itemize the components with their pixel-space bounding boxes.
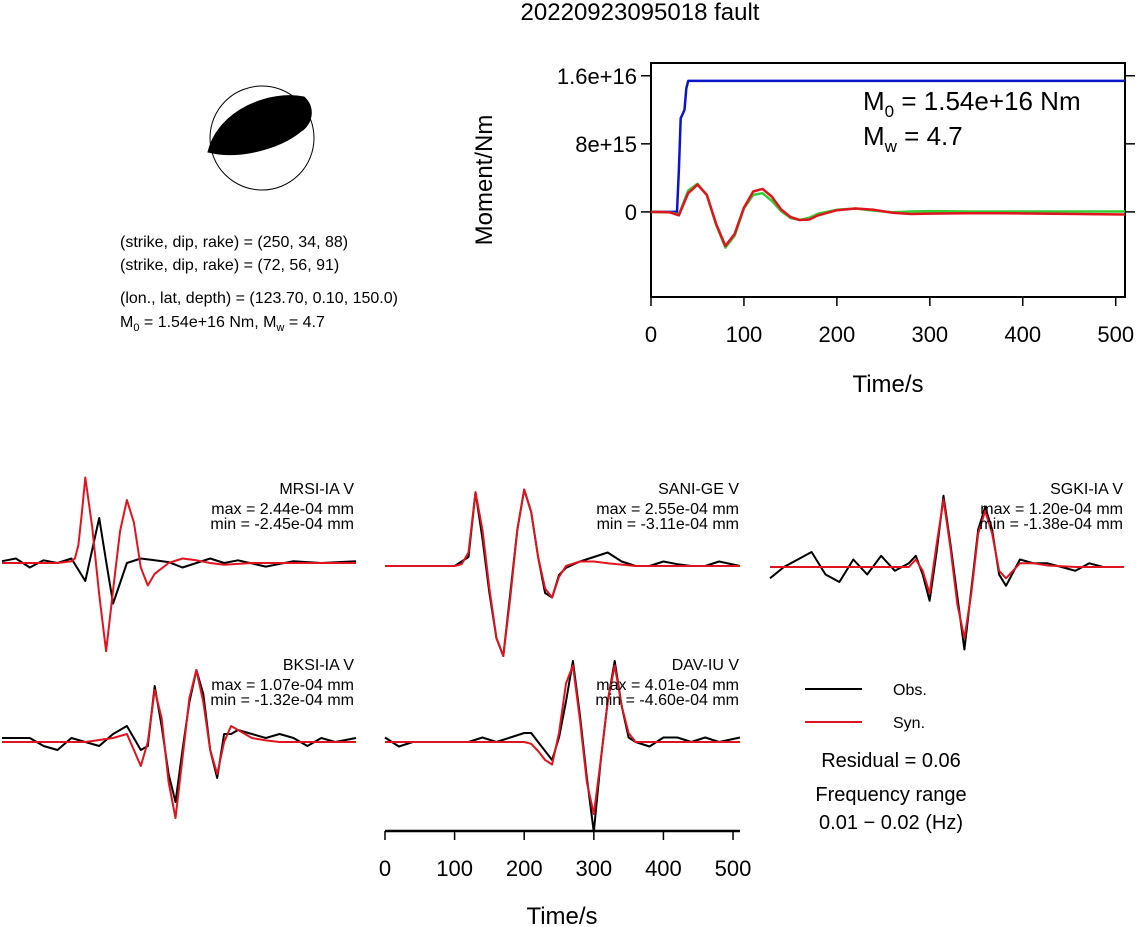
beachball [207, 85, 315, 191]
waveform-x-axis: 0 100 200 300 400 500 [379, 829, 752, 881]
waveform-xtick-label: 100 [436, 856, 473, 881]
station-name: BKSI-IA V [283, 657, 354, 674]
moment-xtick-label: 300 [911, 322, 948, 347]
moment-xlabel: Time/s [852, 371, 923, 398]
station-max: max = 1.20e-04 mm [980, 501, 1123, 518]
moment-x-axis: 0 100 200 300 400 500 [645, 297, 1134, 347]
moment-ylabel: Moment/Nm [471, 115, 498, 246]
nodal-plane-1: (strike, dip, rake) = (250, 34, 88) [120, 234, 348, 251]
station-max: max = 4.01e-04 mm [596, 677, 739, 694]
moment-series-red [650, 183, 1126, 248]
figure-title: 20220923095018 fault [521, 0, 760, 26]
legend-obs-label: Obs. [893, 682, 927, 699]
magnitude-line: M0 = 1.54e+16 Nm, Mw = 4.7 [120, 314, 325, 334]
frequency-range-label: Frequency range [815, 784, 966, 806]
station-max: max = 2.55e-04 mm [596, 501, 739, 518]
moment-ytick-label: 0 [625, 200, 637, 225]
synthetic-trace [770, 498, 1124, 640]
station-min: min = -3.11e-04 mm [597, 516, 739, 533]
waveform-xtick-label: 500 [715, 856, 752, 881]
waveform-xtick-label: 300 [575, 856, 612, 881]
station-max: max = 1.07e-04 mm [211, 677, 354, 694]
station-name: DAV-IU V [672, 657, 740, 674]
station-name: MRSI-IA V [279, 481, 354, 498]
waveform-xtick-label: 400 [645, 856, 682, 881]
station-max: max = 2.44e-04 mm [211, 501, 354, 518]
station-name: SGKI-IA V [1050, 481, 1123, 498]
waveform-xtick-label: 0 [379, 856, 391, 881]
waveform-xtick-label: 200 [506, 856, 543, 881]
moment-series-blue [651, 79, 1125, 214]
nodal-plane-2: (strike, dip, rake) = (72, 56, 91) [120, 257, 339, 274]
station-min: min = -1.32e-04 mm [210, 692, 354, 709]
station-min: min = -2.45e-04 mm [210, 516, 354, 533]
synthetic-trace [2, 476, 356, 653]
station-min: min = -4.60e-04 mm [595, 692, 739, 709]
waveform-xlabel: Time/s [526, 903, 597, 927]
frequency-range-value: 0.01 − 0.02 (Hz) [819, 812, 963, 834]
moment-xtick-label: 400 [1004, 322, 1041, 347]
synthetic-trace [385, 488, 740, 657]
legend: Obs. Syn. Residual = 0.06 Frequency rang… [805, 682, 967, 834]
moment-ytick-label: 1.6e+16 [557, 64, 637, 89]
moment-xtick-label: 0 [645, 322, 657, 347]
station-min: min = -1.38e-04 mm [979, 516, 1123, 533]
moment-xtick-label: 500 [1097, 322, 1134, 347]
residual-label: Residual = 0.06 [821, 750, 961, 772]
moment-m0-annotation: M0 = 1.54e+16 Nm [863, 86, 1081, 121]
moment-series [650, 79, 1126, 249]
moment-rate-plot: 0 8e+15 1.6e+16 0 100 200 300 400 500 Moment/Nm… [471, 62, 1135, 398]
moment-xtick-label: 200 [819, 322, 856, 347]
synthetic-trace [2, 669, 356, 819]
location-line: (lon., lat, depth) = (123.70, 0.10, 150.… [120, 290, 398, 307]
moment-ytick-label: 8e+15 [575, 132, 637, 157]
synthetic-trace [385, 664, 740, 815]
moment-mw-annotation: Mw = 4.7 [863, 121, 963, 156]
moment-xtick-label: 100 [726, 322, 763, 347]
mechanism-info: (strike, dip, rake) = (250, 34, 88) (str… [120, 234, 398, 334]
legend-syn-label: Syn. [893, 715, 925, 732]
moment-plot-frame [650, 62, 1126, 298]
moment-y-axis: 0 8e+15 1.6e+16 [557, 64, 1135, 225]
station-name: SANI-GE V [658, 481, 739, 498]
